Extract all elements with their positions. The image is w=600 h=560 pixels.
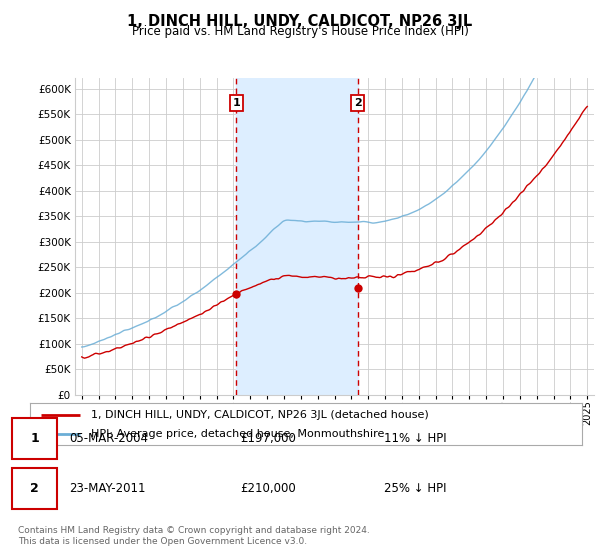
Text: 1, DINCH HILL, UNDY, CALDICOT, NP26 3JL: 1, DINCH HILL, UNDY, CALDICOT, NP26 3JL [127,14,473,29]
Text: 2: 2 [30,482,39,495]
Text: 1: 1 [232,98,240,108]
Text: 05-MAR-2004: 05-MAR-2004 [69,432,148,445]
Text: 25% ↓ HPI: 25% ↓ HPI [384,482,446,495]
Text: £197,000: £197,000 [240,432,296,445]
Text: 11% ↓ HPI: 11% ↓ HPI [384,432,446,445]
Text: 1, DINCH HILL, UNDY, CALDICOT, NP26 3JL (detached house): 1, DINCH HILL, UNDY, CALDICOT, NP26 3JL … [91,409,428,419]
Text: Contains HM Land Registry data © Crown copyright and database right 2024.
This d: Contains HM Land Registry data © Crown c… [18,526,370,546]
FancyBboxPatch shape [12,468,57,510]
Bar [236,78,358,395]
Text: 23-MAY-2011: 23-MAY-2011 [69,482,146,495]
Text: Price paid vs. HM Land Registry's House Price Index (HPI): Price paid vs. HM Land Registry's House … [131,25,469,38]
Text: 2: 2 [354,98,362,108]
Text: 1: 1 [30,432,39,445]
FancyBboxPatch shape [12,418,57,459]
Text: £210,000: £210,000 [240,482,296,495]
Text: HPI: Average price, detached house, Monmouthshire: HPI: Average price, detached house, Monm… [91,429,384,439]
